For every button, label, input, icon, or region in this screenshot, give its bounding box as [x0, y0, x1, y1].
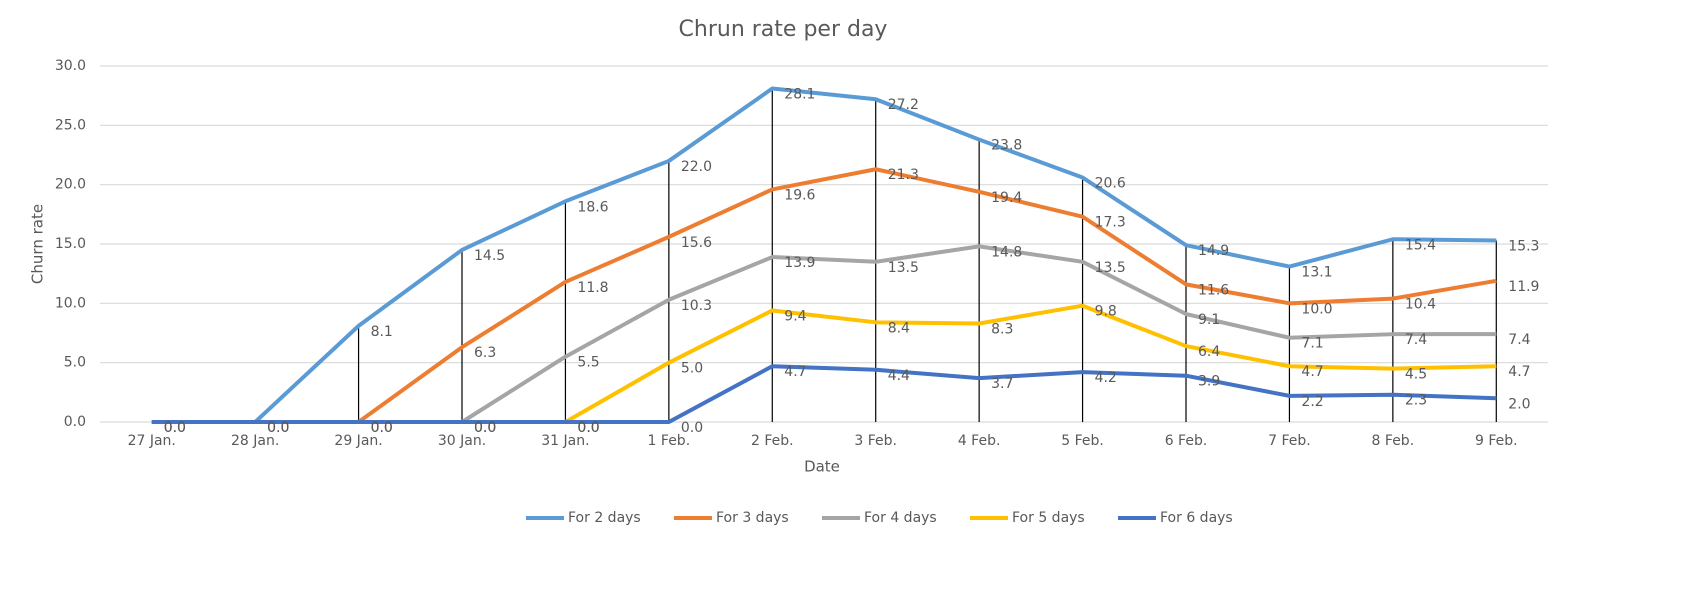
data-label: 0.0	[267, 420, 289, 436]
x-tick-label: 6 Feb.	[1165, 433, 1208, 449]
data-label: 15.3	[1508, 238, 1539, 254]
series-line	[564, 303, 1497, 424]
legend-label: For 2 days	[568, 510, 641, 526]
data-label: 0.0	[164, 420, 186, 436]
data-label: 0.0	[164, 420, 186, 436]
x-tick-label: 5 Feb.	[1061, 433, 1104, 449]
chart-title: Chrun rate per day	[679, 17, 888, 42]
data-label: 27.2	[888, 97, 919, 113]
data-label: 5.0	[681, 361, 703, 377]
data-label: 9.4	[784, 308, 806, 324]
x-tick-label: 29 Jan.	[334, 433, 382, 449]
data-label: 15.4	[1405, 237, 1436, 253]
data-label: 21.3	[888, 167, 919, 183]
data-label: 13.5	[888, 260, 919, 276]
data-label: 2.0	[1508, 396, 1530, 412]
x-tick-label: 7 Feb.	[1268, 433, 1311, 449]
data-label: 0.0	[371, 420, 393, 436]
x-axis-title: Date	[804, 458, 840, 476]
data-label: 14.5	[474, 248, 505, 264]
data-label: 11.8	[577, 280, 608, 296]
x-tick-label: 27 Jan.	[128, 433, 176, 449]
data-label: 5.5	[577, 355, 599, 371]
data-label: 10.3	[681, 298, 712, 314]
y-tick-label: 25.0	[55, 117, 86, 133]
data-label: 9.1	[1198, 312, 1220, 328]
data-label: 3.7	[991, 376, 1013, 392]
data-label: 10.4	[1405, 297, 1436, 313]
data-label: 0.0	[681, 420, 703, 436]
data-label: 20.6	[1095, 176, 1126, 192]
legend-label: For 5 days	[1012, 510, 1085, 526]
y-tick-label: 10.0	[55, 295, 86, 311]
data-label: 9.8	[1095, 304, 1117, 320]
data-label: 13.5	[1095, 260, 1126, 276]
y-tick-label: 20.0	[55, 177, 86, 193]
data-label: 0.0	[577, 420, 599, 436]
y-tick-label: 30.0	[55, 58, 86, 74]
x-tick-label: 3 Feb.	[854, 433, 897, 449]
data-label: 23.8	[991, 138, 1022, 154]
data-label: 4.4	[888, 368, 910, 384]
series-line	[460, 244, 1497, 424]
data-label: 0.0	[577, 420, 599, 436]
data-label: 8.3	[991, 322, 1013, 338]
data-label: 13.1	[1301, 265, 1332, 281]
legend-label: For 6 days	[1160, 510, 1233, 526]
data-label: 14.8	[991, 244, 1022, 260]
legend-label: For 3 days	[716, 510, 789, 526]
data-label: 18.6	[577, 199, 608, 215]
data-label: 4.7	[784, 364, 806, 380]
data-label: 14.9	[1198, 243, 1229, 259]
y-axis-title: Churn rate	[29, 204, 47, 284]
y-tick-label: 0.0	[64, 414, 86, 430]
data-label: 22.0	[681, 159, 712, 175]
x-tick-label: 2 Feb.	[751, 433, 794, 449]
data-label: 0.0	[371, 420, 393, 436]
data-label: 0.0	[474, 420, 496, 436]
y-tick-label: 15.0	[55, 236, 86, 252]
data-label: 0.0	[474, 420, 496, 436]
series-line	[151, 86, 1497, 424]
data-label: 10.0	[1301, 301, 1332, 317]
x-tick-label: 4 Feb.	[958, 433, 1001, 449]
data-label: 8.1	[371, 324, 393, 340]
x-tick-label: 30 Jan.	[438, 433, 486, 449]
data-label: 4.2	[1095, 370, 1117, 386]
data-label: 28.1	[784, 87, 815, 103]
data-label: 7.4	[1508, 332, 1530, 348]
data-label: 15.6	[681, 235, 712, 251]
x-tick-label: 8 Feb.	[1372, 433, 1415, 449]
data-label: 17.3	[1095, 215, 1126, 231]
data-label: 4.7	[1301, 364, 1323, 380]
series-line	[151, 364, 1497, 424]
data-label: 6.4	[1198, 344, 1220, 360]
data-label: 4.7	[1508, 364, 1530, 380]
data-label: 2.3	[1405, 393, 1427, 409]
data-label: 8.4	[888, 320, 910, 336]
x-tick-label: 31 Jan.	[541, 433, 589, 449]
legend-label: For 4 days	[864, 510, 937, 526]
x-tick-label: 9 Feb.	[1475, 433, 1518, 449]
data-label: 11.9	[1508, 279, 1539, 295]
data-label: 11.6	[1198, 282, 1229, 298]
data-label: 19.4	[991, 190, 1022, 206]
x-tick-label: 28 Jan.	[231, 433, 279, 449]
y-tick-label: 5.0	[64, 355, 86, 371]
series-line	[357, 167, 1497, 424]
data-label: 0.0	[267, 420, 289, 436]
data-label: 7.1	[1301, 336, 1323, 352]
data-label: 2.2	[1301, 394, 1323, 410]
x-tick-label: 1 Feb.	[648, 433, 691, 449]
data-label: 3.9	[1198, 374, 1220, 390]
data-label: 19.6	[784, 187, 815, 203]
data-label: 4.5	[1405, 367, 1427, 383]
data-label: 7.4	[1405, 332, 1427, 348]
data-label: 6.3	[474, 345, 496, 361]
data-label: 13.9	[784, 255, 815, 271]
